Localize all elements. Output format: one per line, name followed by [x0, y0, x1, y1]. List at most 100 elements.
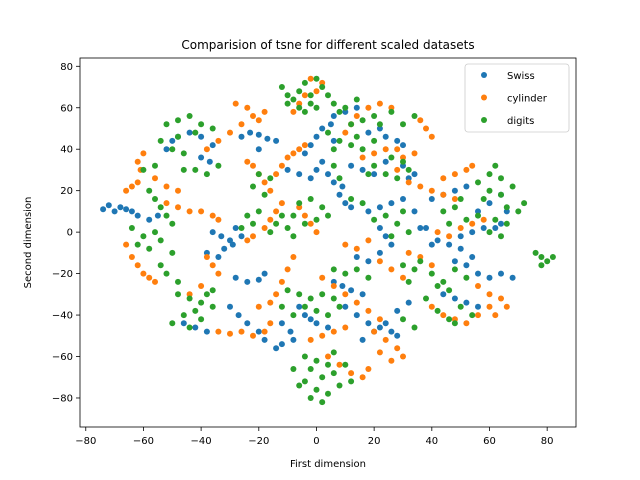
point-digits — [152, 229, 158, 236]
point-digits — [175, 278, 181, 285]
point-digits — [296, 104, 303, 111]
point-cylinder — [446, 233, 453, 240]
point-digits — [169, 249, 176, 256]
point-cylinder — [128, 254, 135, 260]
point-swiss — [273, 345, 280, 352]
point-cylinder — [498, 295, 504, 302]
point-digits — [284, 225, 291, 231]
point-swiss — [371, 171, 378, 178]
point-digits — [209, 303, 216, 310]
point-digits — [336, 175, 343, 182]
point-swiss — [232, 225, 239, 231]
point-swiss — [146, 216, 153, 223]
point-digits — [532, 249, 539, 256]
point-digits — [290, 96, 297, 103]
point-digits — [486, 187, 493, 194]
point-cylinder — [394, 146, 401, 153]
point-digits — [313, 357, 320, 364]
point-digits — [146, 245, 153, 252]
point-cylinder — [428, 187, 435, 194]
point-swiss — [417, 225, 424, 231]
point-cylinder — [376, 258, 383, 265]
point-swiss — [365, 129, 372, 136]
point-swiss — [244, 320, 251, 327]
point-swiss — [411, 208, 418, 215]
point-digits — [140, 233, 147, 240]
point-cylinder — [140, 150, 147, 157]
point-digits — [365, 274, 372, 281]
point-cylinder — [203, 146, 210, 153]
y-tick-label: 0 — [67, 228, 73, 239]
point-digits — [498, 191, 504, 198]
point-digits — [203, 291, 210, 298]
point-cylinder — [267, 187, 274, 194]
x-tick-label: 80 — [541, 436, 554, 447]
y-tick-label: −80 — [52, 393, 73, 404]
point-cylinder — [296, 204, 303, 211]
point-digits — [486, 229, 493, 236]
point-digits — [463, 274, 470, 281]
point-swiss — [382, 233, 389, 240]
point-digits — [336, 303, 343, 310]
point-swiss — [376, 204, 383, 211]
point-digits — [319, 291, 326, 298]
point-cylinder — [267, 216, 274, 223]
point-digits — [515, 208, 522, 215]
point-digits — [457, 196, 464, 202]
point-cylinder — [203, 254, 210, 260]
point-swiss — [382, 320, 389, 327]
point-cylinder — [278, 278, 285, 285]
point-cylinder — [475, 312, 481, 319]
point-digits — [325, 129, 331, 136]
x-tick-label: −60 — [133, 436, 154, 447]
point-digits — [405, 166, 412, 173]
point-swiss — [235, 312, 242, 319]
point-digits — [146, 187, 153, 194]
x-tick-label: −80 — [75, 436, 96, 447]
point-swiss — [278, 341, 285, 348]
point-digits — [330, 146, 337, 153]
point-cylinder — [290, 108, 297, 115]
point-cylinder — [146, 274, 153, 281]
point-swiss — [209, 229, 216, 236]
point-swiss — [359, 336, 366, 343]
point-digits — [417, 258, 424, 265]
point-digits — [353, 133, 360, 140]
point-swiss — [105, 202, 112, 209]
point-swiss — [509, 274, 516, 281]
point-digits — [198, 121, 205, 128]
point-cylinder — [123, 241, 130, 248]
point-digits — [353, 96, 360, 103]
point-cylinder — [307, 75, 314, 82]
point-digits — [192, 166, 199, 173]
point-swiss — [353, 254, 360, 260]
point-cylinder — [388, 357, 395, 364]
point-swiss — [486, 274, 493, 281]
point-digits — [365, 171, 372, 178]
point-digits — [128, 225, 135, 231]
point-swiss — [203, 249, 210, 256]
point-digits — [498, 233, 504, 240]
point-digits — [180, 312, 187, 319]
point-digits — [411, 324, 418, 331]
point-cylinder — [175, 204, 181, 211]
point-cylinder — [451, 196, 458, 202]
legend-marker — [481, 72, 487, 78]
point-cylinder — [163, 183, 170, 190]
point-swiss — [457, 233, 464, 240]
point-digits — [313, 75, 320, 82]
point-digits — [538, 254, 545, 260]
point-swiss — [359, 166, 366, 173]
point-digits — [284, 92, 291, 99]
point-cylinder — [273, 291, 280, 298]
point-swiss — [486, 200, 493, 207]
point-cylinder — [376, 349, 383, 356]
point-digits — [400, 316, 406, 323]
point-cylinder — [411, 150, 418, 157]
point-cylinder — [244, 237, 251, 244]
point-digits — [209, 287, 216, 294]
point-digits — [446, 316, 453, 323]
point-digits — [463, 216, 470, 223]
